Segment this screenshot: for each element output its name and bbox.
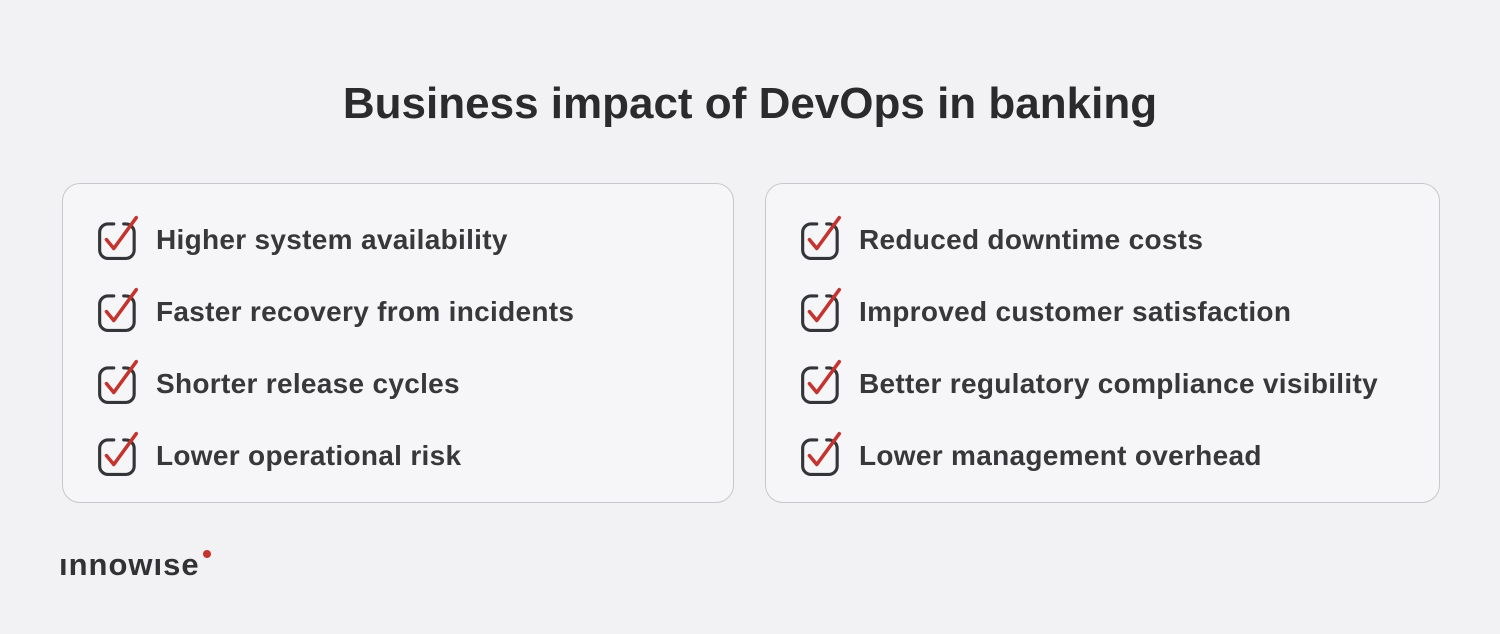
benefit-label: Better regulatory compliance visibility [859, 368, 1378, 399]
benefit-label: Improved customer satisfaction [859, 296, 1292, 327]
list-item: Reduced downtime costs [799, 204, 1439, 276]
checkbox-box [801, 366, 839, 404]
checkbox-box [98, 366, 136, 404]
checkbox-box [98, 438, 136, 476]
checkbox-box [801, 222, 839, 260]
checked-checkbox-icon [801, 359, 842, 404]
benefit-label: Lower operational risk [156, 440, 462, 471]
checked-checkbox-icon [98, 215, 139, 260]
logo-text: ınnowıse [59, 547, 200, 582]
checkbox-box [801, 294, 839, 332]
list-item: Better regulatory compliance visibility [799, 348, 1439, 420]
checkbox-box [98, 294, 136, 332]
checkmark-icon [104, 431, 139, 467]
list-item: Lower operational risk [96, 420, 733, 492]
checkmark-icon [104, 287, 139, 323]
benefits-card-left: Higher system availability Faster recove… [62, 183, 734, 503]
checkbox-box [98, 222, 136, 260]
checked-checkbox-icon [801, 431, 842, 476]
logo-red-dot-icon [202, 550, 211, 558]
checkmark-icon [807, 287, 842, 323]
benefit-label: Lower management overhead [859, 440, 1262, 471]
page-title: Business impact of DevOps in banking [342, 79, 1158, 128]
checked-checkbox-icon [801, 287, 842, 332]
checked-checkbox-icon [98, 287, 139, 332]
checkmark-icon [807, 215, 842, 251]
checkmark-icon [104, 359, 139, 395]
benefit-label: Faster recovery from incidents [156, 296, 575, 327]
checkmark-icon [807, 359, 842, 395]
checked-checkbox-icon [98, 359, 139, 404]
checkmark-icon [104, 215, 139, 251]
checked-checkbox-icon [801, 215, 842, 260]
checkbox-box [801, 438, 839, 476]
list-item: Faster recovery from incidents [96, 276, 733, 348]
list-item: Improved customer satisfaction [799, 276, 1439, 348]
checked-checkbox-icon [98, 431, 139, 476]
checkmark-icon [807, 431, 842, 467]
innowise-logo: ınnowıse [59, 549, 211, 580]
benefit-label: Shorter release cycles [156, 368, 460, 399]
benefits-card-right: Reduced downtime costs Improved customer… [765, 183, 1440, 503]
list-item: Lower management overhead [799, 420, 1439, 492]
list-item: Higher system availability [96, 204, 733, 276]
list-item: Shorter release cycles [96, 348, 733, 420]
benefit-label: Reduced downtime costs [859, 224, 1204, 255]
benefit-label: Higher system availability [156, 224, 508, 255]
